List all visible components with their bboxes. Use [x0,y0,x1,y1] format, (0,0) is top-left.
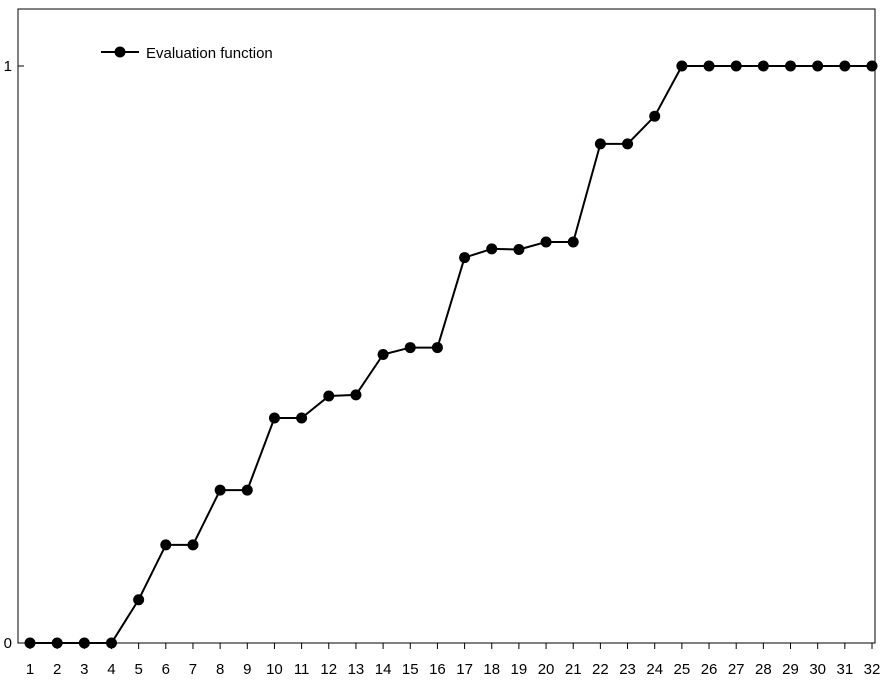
data-point [296,412,308,424]
y-axis: 01 [4,58,24,652]
series-line [30,65,872,644]
x-tick-label: 20 [538,661,555,678]
x-tick-label: 12 [320,661,337,678]
data-point [839,60,851,72]
x-tick-label: 28 [755,661,772,678]
data-point [323,390,335,402]
x-tick-label: 31 [836,661,853,678]
x-tick-label: 2 [53,661,61,678]
data-point [350,389,362,401]
y-tick-label: 0 [4,635,12,652]
data-point [105,637,117,649]
x-tick-label: 25 [674,661,691,678]
x-tick-label: 32 [864,661,881,678]
legend-marker [114,46,126,58]
data-point [540,236,552,248]
data-point [757,60,769,72]
data-point [404,342,416,354]
x-tick-label: 23 [619,661,636,678]
plot-frame [17,8,876,644]
data-point [622,138,634,150]
data-point [377,349,389,360]
data-point [133,594,145,606]
x-tick-label: 8 [216,661,224,678]
x-tick-label: 9 [243,661,251,678]
x-tick-label: 19 [511,661,528,678]
x-tick-label: 6 [162,661,170,678]
x-tick-label: 24 [646,661,663,678]
x-axis: 1 2 3 4 5 6 7 8 9 10 11 12 13 14 15 16 17 18 19 20 21 22 23 24 2… [26,643,881,678]
data-point [703,60,715,72]
data-point [187,539,199,551]
x-tick-label: 14 [375,661,392,678]
x-tick-label: 17 [456,661,473,678]
data-point [24,637,36,649]
x-tick-label: 4 [107,661,115,678]
data-point [459,252,471,264]
data-point [241,484,253,496]
x-tick-label: 27 [728,661,745,678]
x-tick-label: 13 [348,661,365,678]
data-point [812,60,824,72]
legend-label: Evaluation function [146,45,273,62]
legend: Evaluation function [101,45,273,62]
data-point [160,539,172,551]
data-point [649,110,661,122]
x-tick-label: 29 [782,661,799,678]
x-tick-label: 7 [189,661,197,678]
data-point [785,60,797,72]
x-tick-label: 5 [134,661,142,678]
data-point [676,60,688,72]
x-tick-label: 15 [402,661,419,678]
data-point [513,243,525,255]
data-point [866,60,878,72]
x-tick-label: 3 [80,661,88,678]
x-tick-label: 10 [266,661,283,678]
x-tick-label: 1 [26,661,34,678]
data-point [78,637,90,649]
x-tick-label: 26 [701,661,718,678]
x-tick-label: 18 [483,661,500,678]
data-point [431,342,443,354]
x-tick-label: 11 [294,661,310,678]
data-point [594,138,606,150]
x-tick-label: 22 [592,661,609,678]
data-point [214,484,226,496]
x-tick-label: 30 [809,661,826,678]
x-tick-label: 16 [429,661,446,678]
data-point [486,243,498,255]
data-point [268,412,280,424]
series-layer [24,60,878,649]
data-point [730,60,742,72]
x-tick-label: 21 [565,661,582,678]
data-point [51,637,63,649]
y-tick-label: 1 [4,58,12,75]
data-point [567,236,579,248]
